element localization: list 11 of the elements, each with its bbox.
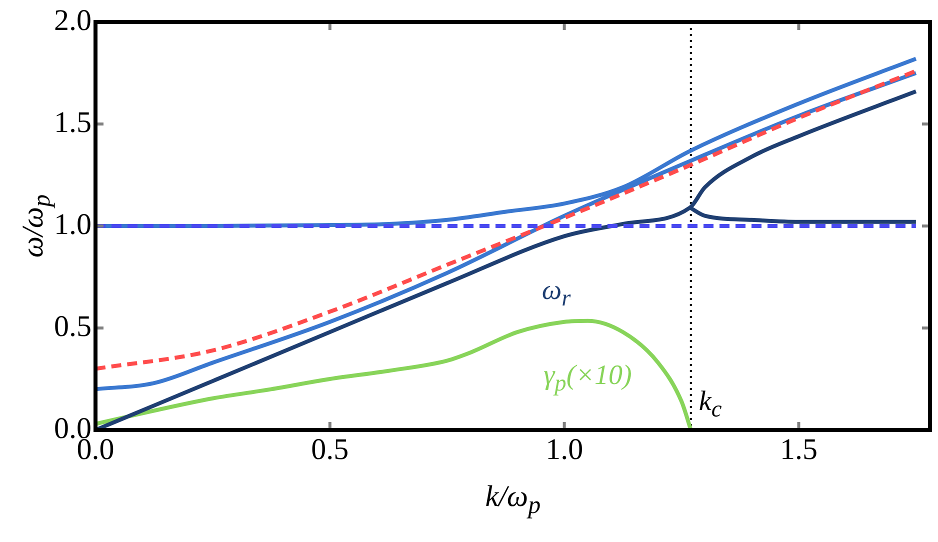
ref-line-label: k$_{c}$ bbox=[698, 386, 722, 423]
series-label: ω$_{r}$ bbox=[542, 275, 571, 312]
x-tick-label: 1.5 bbox=[780, 432, 818, 466]
y-tick-label: 1.5 bbox=[54, 106, 92, 139]
x-axis-title: k/ω$_{p}$ bbox=[485, 480, 541, 519]
series-label: γ$_{p}$(×10) bbox=[544, 360, 632, 396]
x-tick-label: 1.0 bbox=[546, 432, 584, 466]
y-tick-label: 0.5 bbox=[54, 310, 92, 343]
y-tick-label: 1.0 bbox=[54, 208, 92, 241]
x-tick-label: 0.5 bbox=[311, 432, 349, 466]
y-tick-label: 2.0 bbox=[54, 4, 92, 37]
